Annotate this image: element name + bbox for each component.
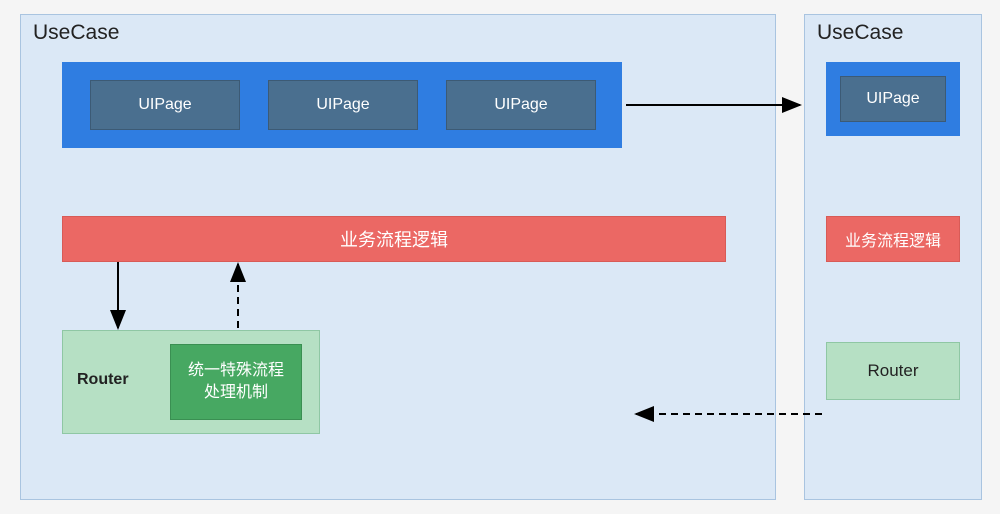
- left-usecase-label: UseCase: [33, 21, 119, 45]
- right-uipage-label: UIPage: [866, 90, 919, 108]
- right-business-logic-bar: 业务流程逻辑: [826, 216, 960, 262]
- right-usecase-label: UseCase: [817, 21, 903, 45]
- left-uipage-3: UIPage: [446, 80, 596, 130]
- left-router-inner-box: 统一特殊流程 处理机制: [170, 344, 302, 420]
- left-uipage-3-label: UIPage: [494, 96, 547, 114]
- left-uipage-2-label: UIPage: [316, 96, 369, 114]
- left-business-logic-label: 业务流程逻辑: [340, 226, 448, 252]
- left-uipage-2: UIPage: [268, 80, 418, 130]
- diagram-canvas: UseCase UIPage UIPage UIPage 业务流程逻辑 Rout…: [0, 0, 1000, 514]
- left-uipage-1-label: UIPage: [138, 96, 191, 114]
- right-uipage: UIPage: [840, 76, 946, 122]
- right-router-box: Router: [826, 342, 960, 400]
- left-router-label: Router: [77, 371, 129, 389]
- right-business-logic-label: 业务流程逻辑: [845, 227, 941, 251]
- right-router-label: Router: [867, 361, 918, 381]
- left-business-logic-bar: 业务流程逻辑: [62, 216, 726, 262]
- left-uipage-1: UIPage: [90, 80, 240, 130]
- left-router-inner-label: 统一特殊流程 处理机制: [188, 360, 284, 403]
